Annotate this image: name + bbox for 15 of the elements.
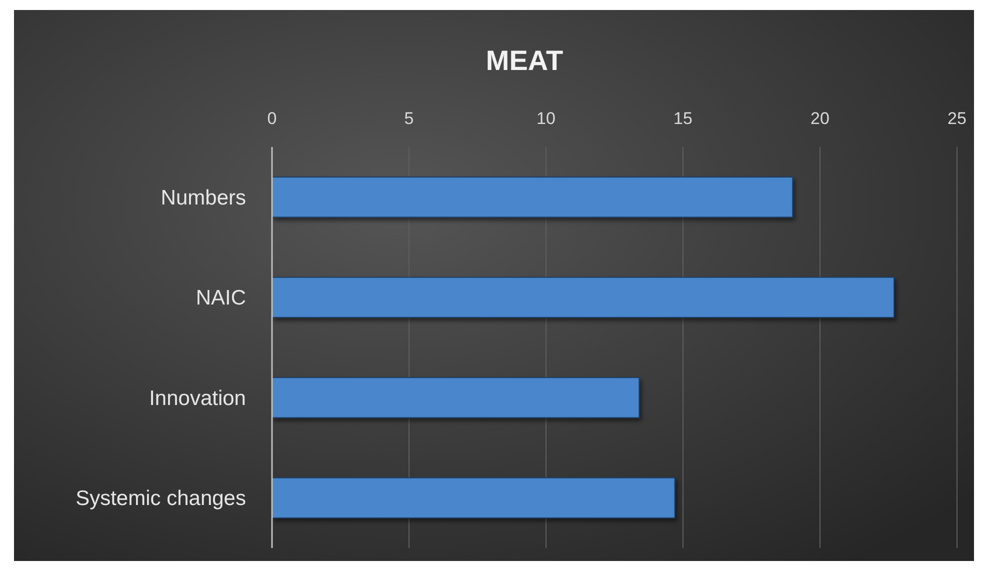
bar <box>272 477 676 518</box>
y-tick-label: Innovation <box>149 386 246 410</box>
x-tick-label: 10 <box>536 109 556 128</box>
bar <box>272 377 640 418</box>
bar <box>272 176 794 218</box>
x-tick-label: 5 <box>404 109 414 128</box>
chart-title: MEAT <box>486 45 564 76</box>
y-tick-label: NAIC <box>196 286 246 310</box>
x-tick-label: 20 <box>810 109 830 128</box>
y-tick-label: Systemic changes <box>76 487 246 510</box>
x-tick-label: 0 <box>267 109 277 128</box>
y-tick-label: Numbers <box>160 186 246 210</box>
bar <box>272 276 894 318</box>
x-tick-label: 25 <box>948 109 966 128</box>
x-tick-label: 15 <box>674 109 692 128</box>
